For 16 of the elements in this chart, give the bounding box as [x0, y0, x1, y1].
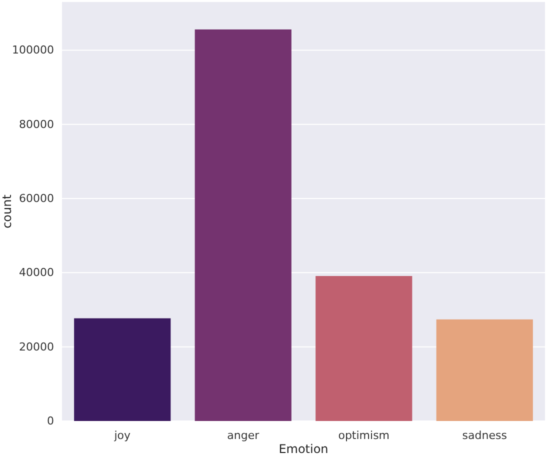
y-tick-label: 80000	[19, 118, 54, 131]
x-tick-label: anger	[227, 428, 260, 442]
x-axis-title: Emotion	[278, 442, 328, 456]
y-tick-label: 20000	[19, 340, 54, 354]
x-tick-label: sadness	[462, 428, 508, 442]
x-tick-label: optimism	[338, 428, 390, 442]
bar	[316, 276, 412, 421]
x-tick-label: joy	[113, 428, 132, 442]
y-axis-title: count	[0, 194, 14, 228]
y-tick-label: 0	[47, 414, 54, 428]
y-tick-label: 40000	[19, 266, 54, 280]
y-tick-label: 60000	[19, 192, 54, 206]
bar	[436, 319, 533, 421]
bar	[194, 29, 292, 421]
bar	[74, 318, 171, 421]
y-tick-label: 100000	[12, 44, 54, 57]
